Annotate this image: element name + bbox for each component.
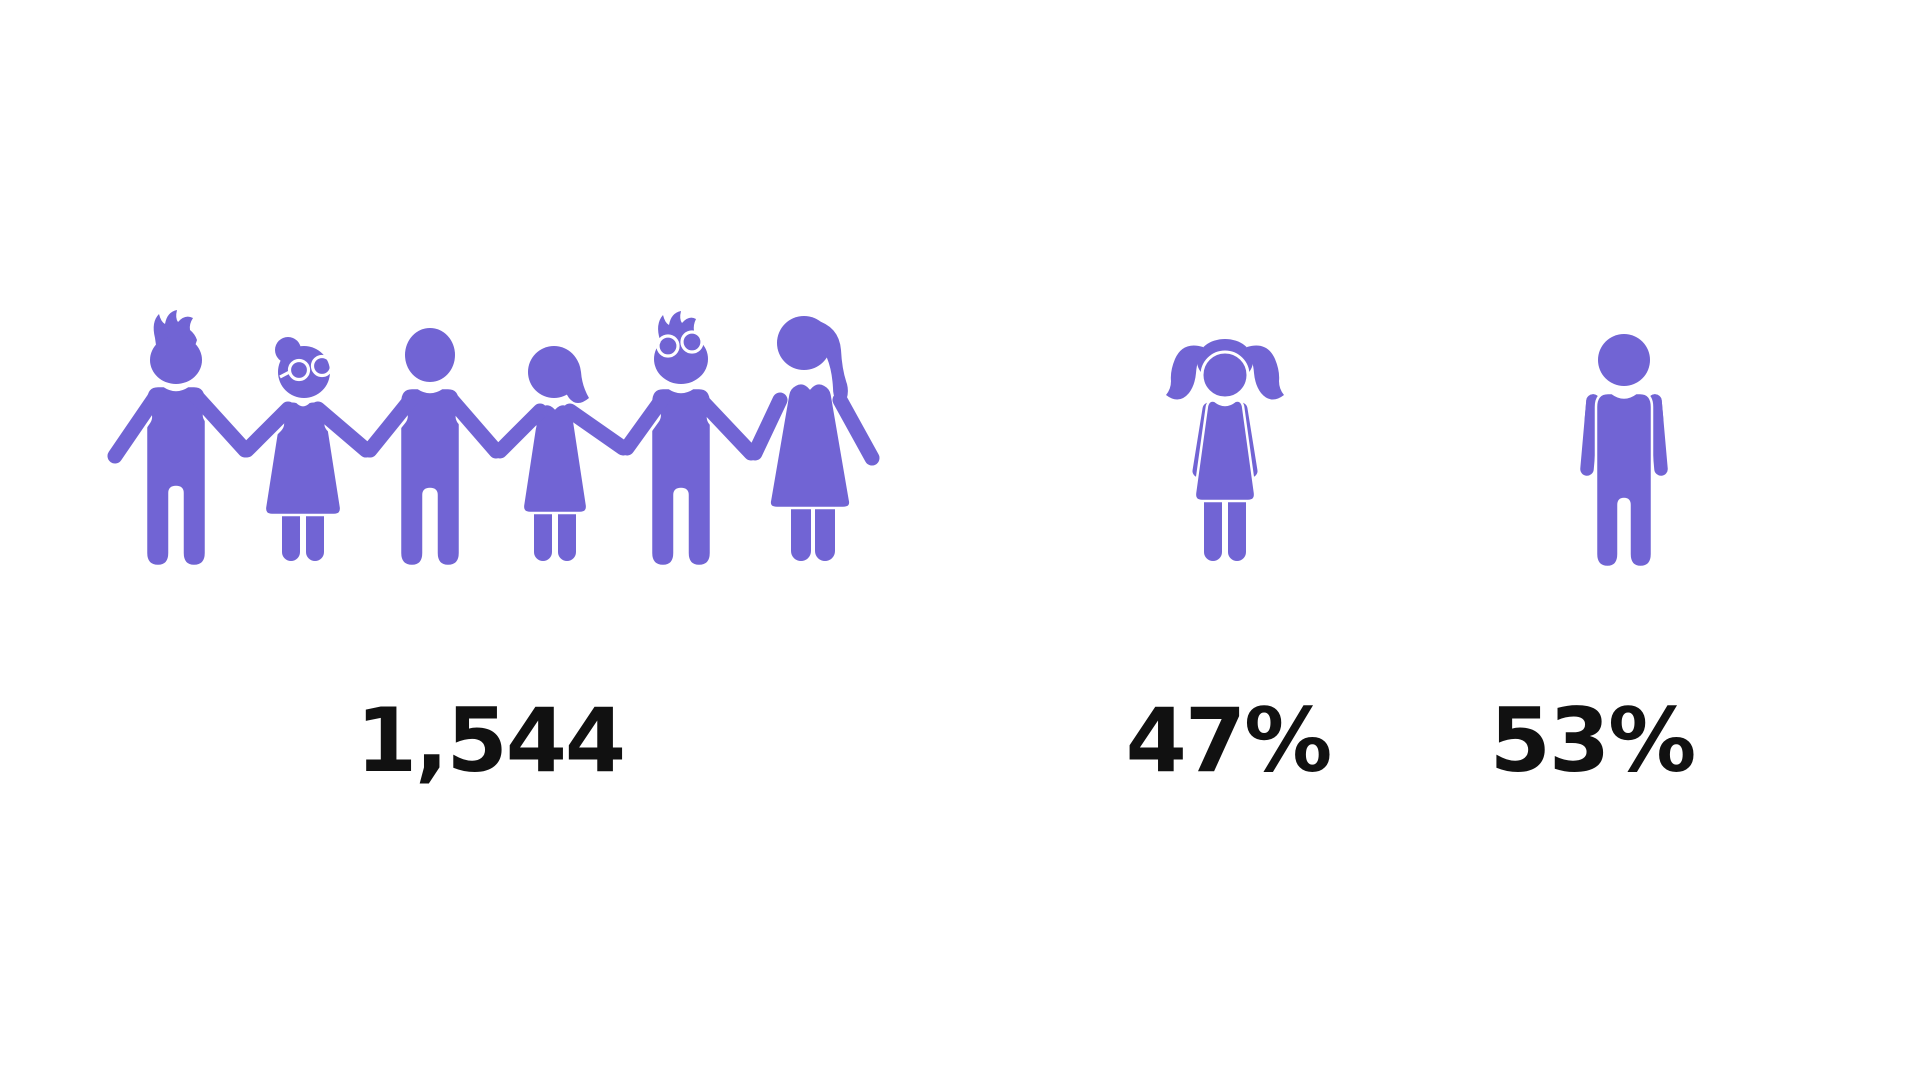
boys-percentage: 53% [1489,689,1697,792]
group-figure4-dress [521,402,589,515]
group-figure3-body [398,386,462,568]
girl-face [1200,350,1250,400]
children-group-icon [95,310,885,570]
girl-icon-svg [1166,339,1284,561]
girl-dress [1193,399,1257,503]
group-figure5-glasses [656,330,710,358]
boy-body [1594,391,1654,567]
boy-icon [1577,333,1671,567]
girl-icon [1163,333,1287,565]
group-figure6-head [777,316,831,370]
girl-left-pigtail [1166,345,1203,400]
girl-right-pigtail [1247,345,1284,400]
girl-legs [1204,493,1246,561]
group-girls-legs [282,498,835,561]
group-figure2-glasses [279,354,334,382]
group-figure4-head [528,346,580,398]
group-figure5-body [649,386,713,568]
group-figure5-head [654,334,708,384]
boy-head [1598,334,1650,386]
group-arms [107,388,880,466]
group-figure1-body [144,384,208,568]
boy-icon-svg [1577,334,1671,567]
group-figure3-head [405,328,455,382]
group-figure1-head [150,336,202,384]
total-count: 1,544 [355,689,626,792]
group-figure2-head [278,346,330,398]
children-group-svg [104,310,883,568]
group-figure6-dress [768,381,852,510]
girls-percentage: 47% [1125,689,1333,792]
